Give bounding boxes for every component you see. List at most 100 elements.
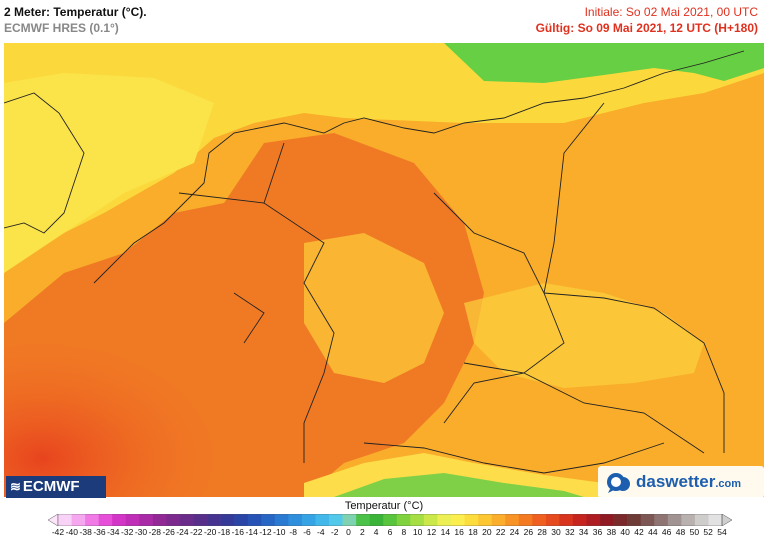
colorbar-tick-label: -28	[148, 527, 161, 537]
colorbar-segment	[545, 514, 560, 526]
colorbar-tick-label: -36	[93, 527, 106, 537]
colorbar-segment	[112, 514, 127, 526]
colorbar-segment	[681, 514, 696, 526]
colorbar-segment	[423, 514, 438, 526]
colorbar-tick-label: 8	[401, 527, 407, 537]
temperature-map	[4, 43, 764, 497]
colorbar-tick-label: -32	[121, 527, 134, 537]
colorbar-segment	[342, 514, 357, 526]
colorbar-segment	[505, 514, 520, 526]
colorbar-tick-label: -12	[259, 527, 272, 537]
yellow-uk-area	[4, 73, 214, 273]
colorbar-segment	[274, 514, 289, 526]
ecmwf-swirl-icon: ≋	[10, 479, 21, 494]
colorbar-segment	[437, 514, 452, 526]
colorbar-tick-label: 12	[426, 527, 437, 537]
colorbar-high-extend	[721, 514, 732, 526]
colorbar-tick-label: 16	[454, 527, 464, 537]
colorbar-segment	[58, 514, 72, 526]
colorbar-segment	[288, 514, 303, 526]
colorbar-segment	[450, 514, 465, 526]
ecmwf-logo-text: ECMWF	[22, 478, 80, 495]
colorbar-tick-label: 38	[606, 527, 617, 537]
colorbar-tick-label: 20	[482, 527, 492, 537]
daswetter-logo: daswetter.com	[598, 466, 764, 498]
colorbar-low-extend	[48, 514, 59, 526]
colorbar-tick-label: -6	[303, 527, 311, 537]
init-time: Initiale: So 02 Mai 2021, 00 UTC	[584, 5, 758, 19]
colorbar-tick-labels: -42 -40 -38 -36 -34 -32 -30 -28 -26 -24 -22 -20 -18-…	[0, 527, 768, 539]
valid-time: Gültig: So 09 Mai 2021, 12 UTC (H+180)	[535, 21, 758, 35]
daswetter-name: daswetter	[636, 472, 716, 491]
colorbar-segment	[694, 514, 709, 526]
colorbar-tick-label: 2	[359, 527, 365, 537]
colorbar-frame	[57, 514, 723, 526]
colorbar-tick-label: 54	[717, 527, 727, 537]
colorbar-tick-label: -2	[330, 527, 339, 537]
green-baltic-area	[444, 43, 764, 83]
colorbar-tick-label: 50	[689, 527, 700, 537]
colorbar-tick-label: -18	[217, 527, 231, 537]
colorbar-tick-label: -22	[190, 527, 203, 537]
colorbar-tick-label: 6	[387, 527, 393, 537]
colorbar-segment	[301, 514, 316, 526]
colorbar-tick-label: 44	[648, 527, 658, 537]
alps-green-area	[334, 473, 584, 497]
colorbar-tick-label: 24	[509, 527, 520, 537]
colorbar-tick-label: -24	[176, 527, 189, 537]
colorbar-segment	[247, 514, 262, 526]
colorbar-tick-label: 52	[703, 527, 713, 537]
colorbar-segment	[125, 514, 140, 526]
ecmwf-logo: ≋ ECMWF	[6, 476, 106, 498]
colorbar-segment	[654, 514, 669, 526]
colorbar-tick-label: -20	[204, 527, 217, 537]
colorbar-segment	[600, 514, 614, 526]
colorbar-tick-label: -40	[65, 527, 78, 537]
colorbar-tick-label: 22	[495, 527, 506, 537]
colorbar-tick-label: -42	[51, 527, 65, 537]
country-borders	[178, 102, 725, 474]
colorbar-tick-label: -4	[317, 527, 325, 537]
cloud-icon	[607, 473, 630, 493]
colorbar-title: Temperatur (°C)	[344, 500, 424, 512]
colorbar-segment	[586, 514, 601, 526]
colorbar-segment	[572, 514, 587, 526]
colorbar-tick-label: 10	[412, 527, 423, 537]
colorbar-tick-label: 4	[373, 527, 379, 537]
colorbar-segment	[627, 514, 641, 526]
colorbar-segment	[207, 514, 221, 526]
colorbar-tick-label: -14	[245, 527, 258, 537]
colorbar-tick-label: -16	[231, 527, 244, 537]
colorbar-tick-label: 40	[620, 527, 630, 537]
colorbar-segment	[234, 514, 249, 526]
colorbar-segment	[139, 514, 154, 526]
colorbar-tick-label: 14	[440, 527, 451, 537]
colorbar-tick-label: -8	[289, 527, 297, 537]
colorbar-segment	[491, 514, 506, 526]
daswetter-logo-text: daswetter.com	[636, 472, 741, 492]
colorbar-tick-label: -10	[273, 527, 286, 537]
czech-yellow-area	[464, 283, 704, 388]
colorbar-tick-label: 48	[675, 527, 686, 537]
colorbar-segment	[464, 514, 479, 526]
uk-coastline	[4, 92, 85, 234]
chart-title: 2 Meter: Temperatur (°C).	[4, 5, 147, 19]
colorbar-tick-label: 36	[592, 527, 603, 537]
colorbar-segment	[85, 514, 99, 526]
colorbar-tick-label: 46	[661, 527, 672, 537]
colorbar-tick-label: 0	[346, 527, 351, 537]
colorbar-segment	[220, 514, 235, 526]
colorbar-segment	[356, 514, 370, 526]
colorbar-tick-label: 26	[523, 527, 534, 537]
colorbar-segment	[261, 514, 276, 526]
colorbar-tick-label: -30	[134, 527, 148, 537]
colorbar-segment	[193, 514, 208, 526]
colorbar-tick-label: 30	[551, 527, 561, 537]
colorbar-segment	[179, 514, 194, 526]
uplands-yellow-area	[304, 233, 444, 383]
colorbar-tick-label: 32	[565, 527, 575, 537]
daswetter-tld: .com	[715, 478, 742, 490]
model-label: ECMWF HRES (0.1°)	[4, 21, 119, 35]
colorbar-tick-label: -34	[107, 527, 120, 537]
colorbar	[48, 514, 732, 526]
